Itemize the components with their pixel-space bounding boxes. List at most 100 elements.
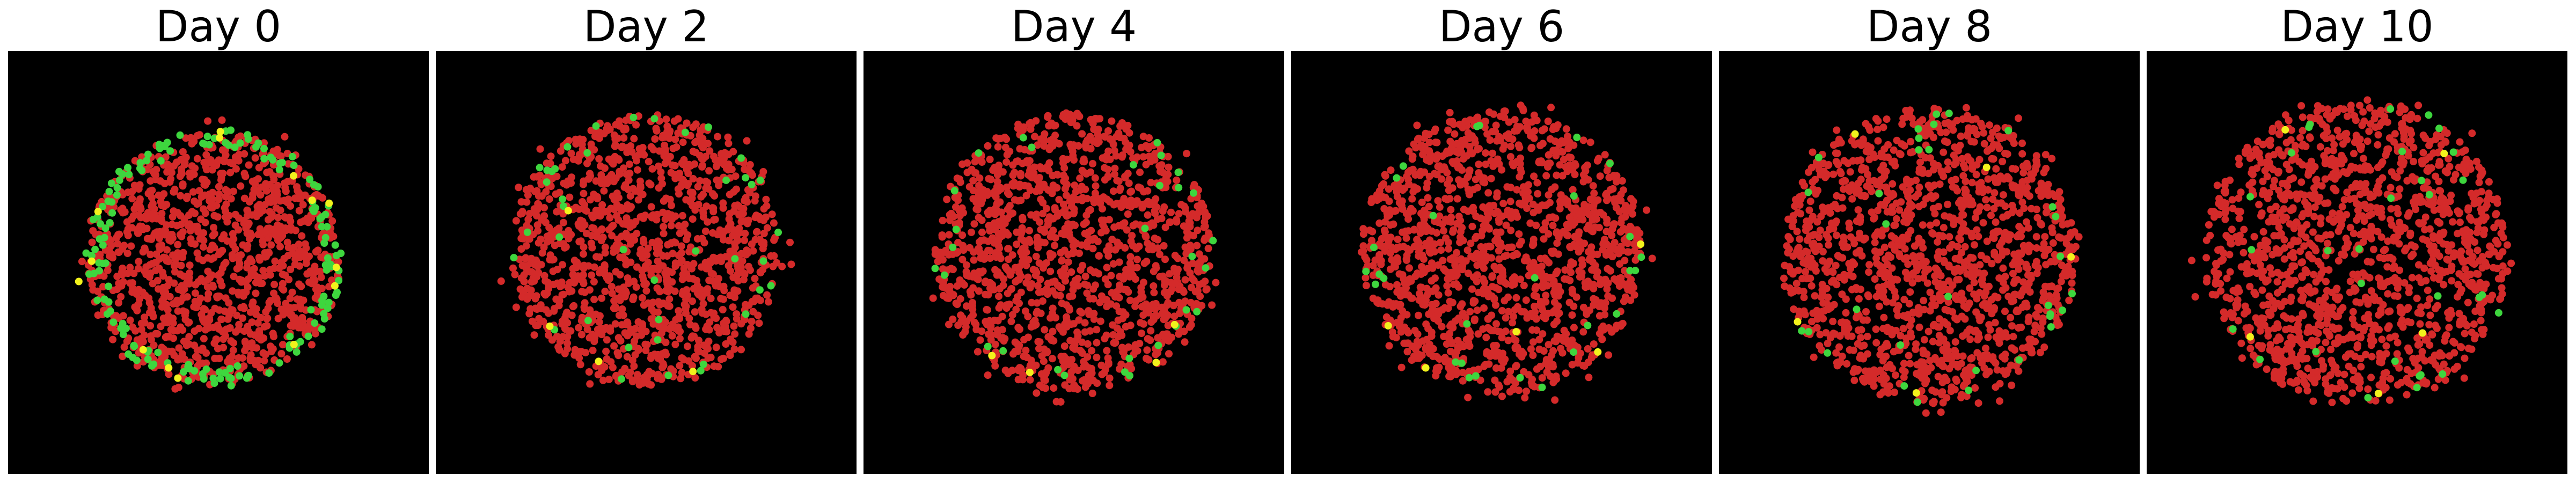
red-cell-point <box>231 245 239 253</box>
red-cell-point <box>1512 294 1520 302</box>
red-cell-point <box>1084 281 1091 289</box>
red-cell-point <box>675 312 683 320</box>
red-cell-point <box>1016 145 1024 153</box>
red-cell-point <box>270 175 278 184</box>
red-cell-point <box>204 117 212 125</box>
red-cell-point <box>967 314 975 322</box>
red-cell-point <box>709 270 717 278</box>
green-cell-point <box>324 304 332 312</box>
red-cell-point <box>702 310 710 318</box>
red-cell-point <box>526 286 534 294</box>
red-cell-point <box>1397 363 1406 371</box>
red-cell-point <box>1387 243 1395 251</box>
red-cell-point <box>257 191 265 199</box>
red-cell-point <box>1099 154 1107 162</box>
red-cell-point <box>239 314 246 322</box>
red-cell-point <box>626 169 634 177</box>
yellow-cell-point <box>595 357 603 365</box>
red-cell-point <box>193 155 201 163</box>
red-cell-point <box>225 355 233 363</box>
red-cell-point <box>153 277 162 284</box>
red-cell-point <box>1160 289 1168 297</box>
red-cell-point <box>188 140 196 148</box>
red-cell-point <box>1438 323 1446 331</box>
red-cell-point <box>288 288 296 296</box>
red-cell-point <box>497 277 505 285</box>
red-cell-point <box>227 195 235 203</box>
red-cell-point <box>1096 317 1104 325</box>
green-cell-point <box>85 270 93 278</box>
red-cell-point <box>1519 349 1527 357</box>
red-cell-point <box>1104 360 1113 368</box>
red-cell-point <box>610 342 618 350</box>
red-cell-point <box>1060 164 1069 172</box>
red-cell-point <box>653 216 661 224</box>
red-cell-point <box>548 336 556 344</box>
scatter-plot <box>863 51 1284 474</box>
green-cell-point <box>144 150 152 158</box>
red-cell-point <box>586 380 594 388</box>
red-cell-point <box>1434 261 1442 269</box>
red-cell-point <box>206 274 214 282</box>
red-cell-point <box>678 369 686 377</box>
red-cell-point <box>569 265 577 273</box>
red-cell-point <box>968 165 976 173</box>
green-cell-point <box>555 233 564 241</box>
green-cell-point <box>106 219 114 227</box>
red-cell-point <box>1027 361 1035 369</box>
red-cell-point <box>720 295 727 303</box>
red-cell-point <box>614 285 623 293</box>
red-cell-point <box>1473 261 1481 269</box>
red-cell-point <box>1517 237 1525 245</box>
green-cell-point <box>1193 308 1201 316</box>
red-cell-point <box>150 341 158 349</box>
red-cell-point <box>1198 280 1206 288</box>
green-cell-point <box>321 233 330 241</box>
red-cell-point <box>590 278 598 286</box>
red-cell-point <box>968 228 975 236</box>
scatter-plot <box>436 51 857 474</box>
red-cell-point <box>1471 315 1479 323</box>
green-cell-point <box>543 178 551 186</box>
red-cell-point <box>160 190 168 198</box>
red-cell-point <box>602 347 610 355</box>
red-cell-point <box>99 283 107 291</box>
green-cell-point <box>96 235 104 243</box>
red-cell-point <box>763 202 771 210</box>
red-cell-point <box>1093 379 1101 387</box>
red-cell-point <box>1128 232 1136 240</box>
red-cell-point <box>256 363 264 371</box>
red-cell-point <box>633 166 641 174</box>
red-cell-point <box>259 207 267 215</box>
red-cell-point <box>662 115 670 123</box>
red-cell-point <box>1174 254 1182 262</box>
red-cell-point <box>1459 369 1467 377</box>
red-cell-point <box>298 248 306 256</box>
red-cell-point <box>1429 264 1437 272</box>
red-cell-point <box>1458 224 1466 232</box>
red-cell-point <box>1608 328 1616 336</box>
red-cell-point <box>1135 243 1143 250</box>
red-cell-point <box>1603 285 1611 293</box>
red-cell-point <box>1437 246 1445 254</box>
red-cell-point <box>1127 237 1135 245</box>
red-cell-point <box>949 266 957 274</box>
red-cell-point <box>123 228 131 236</box>
red-cell-point <box>1597 299 1605 307</box>
red-cell-point <box>167 175 175 183</box>
red-cell-point <box>123 218 131 226</box>
red-cell-point <box>1122 266 1130 274</box>
red-cell-point <box>242 224 250 232</box>
red-cell-point <box>193 249 201 257</box>
red-cell-point <box>1012 305 1020 313</box>
red-cell-point <box>1511 116 1519 124</box>
red-cell-point <box>210 244 218 252</box>
green-cell-point <box>216 375 224 383</box>
red-cell-point <box>189 188 197 196</box>
red-cell-point <box>217 174 225 181</box>
red-cell-point <box>1597 209 1604 216</box>
red-cell-point <box>1064 211 1072 219</box>
green-cell-point <box>1209 237 1217 245</box>
red-cell-point <box>1081 185 1089 193</box>
red-cell-point <box>1164 152 1172 160</box>
